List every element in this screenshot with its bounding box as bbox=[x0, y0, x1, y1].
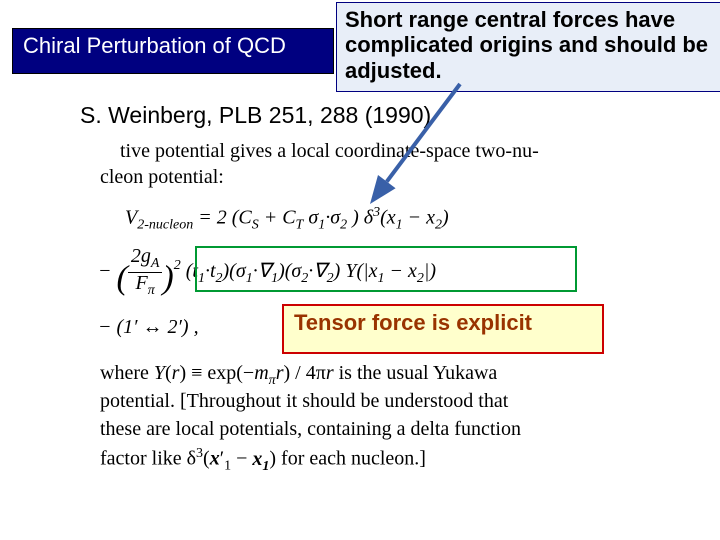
footer-line: where Y(r) ≡ exp(−mπr) / 4πr is the usua… bbox=[100, 362, 497, 389]
footer-line: potential. [Throughout it should be unde… bbox=[100, 390, 508, 413]
footer-line: factor like δ3(x′1 − x1) for each nucleo… bbox=[100, 446, 426, 475]
footer-line: these are local potentials, containing a… bbox=[100, 418, 521, 441]
